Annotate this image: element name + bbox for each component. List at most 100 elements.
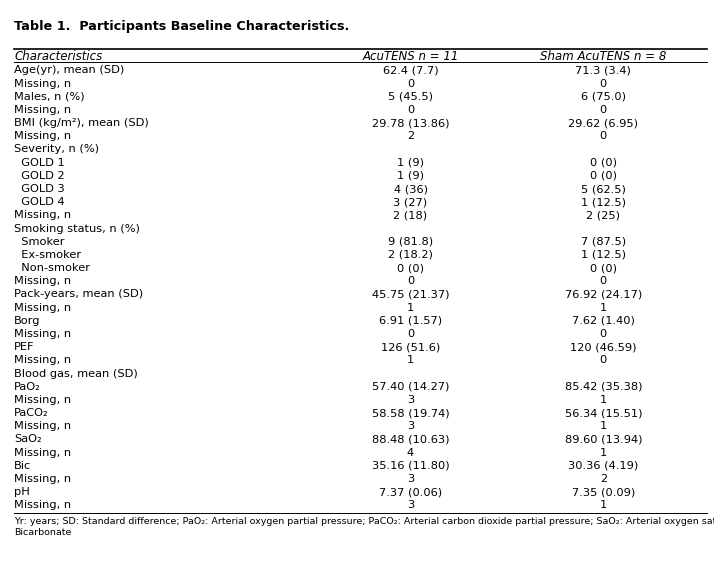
Text: 4 (36): 4 (36) [393, 184, 428, 194]
Text: Bic: Bic [14, 461, 31, 471]
Text: 0: 0 [600, 105, 607, 115]
Text: 76.92 (24.17): 76.92 (24.17) [565, 290, 642, 299]
Text: 1: 1 [600, 303, 607, 313]
Text: 1: 1 [600, 500, 607, 510]
Text: 1: 1 [600, 448, 607, 457]
Text: Missing, n: Missing, n [14, 500, 71, 510]
Text: Age(yr), mean (SD): Age(yr), mean (SD) [14, 65, 124, 75]
Text: 0: 0 [407, 276, 414, 286]
Text: 35.16 (11.80): 35.16 (11.80) [372, 461, 449, 471]
Text: Missing, n: Missing, n [14, 448, 71, 457]
Text: 2 (18.2): 2 (18.2) [388, 250, 433, 260]
Text: 85.42 (35.38): 85.42 (35.38) [565, 382, 642, 391]
Text: Pack-years, mean (SD): Pack-years, mean (SD) [14, 290, 144, 299]
Text: 2: 2 [407, 131, 414, 141]
Text: Smoker: Smoker [14, 237, 65, 247]
Text: 7.35 (0.09): 7.35 (0.09) [572, 487, 635, 497]
Text: 0 (0): 0 (0) [590, 157, 617, 168]
Text: 0: 0 [600, 329, 607, 339]
Text: 5 (62.5): 5 (62.5) [581, 184, 625, 194]
Text: AcuTENS n = 11: AcuTENS n = 11 [363, 50, 458, 63]
Text: PaO₂: PaO₂ [14, 382, 41, 391]
Text: SaO₂: SaO₂ [14, 434, 42, 445]
Text: 2: 2 [600, 474, 607, 484]
Text: 1 (12.5): 1 (12.5) [580, 197, 626, 207]
Text: 45.75 (21.37): 45.75 (21.37) [372, 290, 449, 299]
Text: 3 (27): 3 (27) [393, 197, 428, 207]
Text: Ex-smoker: Ex-smoker [14, 250, 81, 260]
Text: Non-smoker: Non-smoker [14, 263, 90, 273]
Text: 62.4 (7.7): 62.4 (7.7) [383, 65, 438, 75]
Text: BMI (kg/m²), mean (SD): BMI (kg/m²), mean (SD) [14, 118, 149, 128]
Text: Missing, n: Missing, n [14, 79, 71, 89]
Text: 1: 1 [600, 395, 607, 405]
Text: 1: 1 [407, 356, 414, 365]
Text: Missing, n: Missing, n [14, 105, 71, 115]
Text: GOLD 4: GOLD 4 [14, 197, 65, 207]
Text: Missing, n: Missing, n [14, 210, 71, 221]
Text: pH: pH [14, 487, 30, 497]
Text: Missing, n: Missing, n [14, 474, 71, 484]
Text: 9 (81.8): 9 (81.8) [388, 237, 433, 247]
Text: 0: 0 [600, 276, 607, 286]
Text: 0: 0 [600, 79, 607, 89]
Text: Missing, n: Missing, n [14, 276, 71, 286]
Text: 3: 3 [407, 500, 414, 510]
Text: PaCO₂: PaCO₂ [14, 408, 49, 418]
Text: Yr: years; SD: Standard difference; PaO₂: Arterial oxygen partial pressure; PaCO: Yr: years; SD: Standard difference; PaO₂… [14, 517, 714, 537]
Text: Severity, n (%): Severity, n (%) [14, 145, 99, 155]
Text: 29.62 (6.95): 29.62 (6.95) [568, 118, 638, 128]
Text: 1: 1 [407, 303, 414, 313]
Text: 0 (0): 0 (0) [590, 171, 617, 181]
Text: 126 (51.6): 126 (51.6) [381, 342, 440, 352]
Text: GOLD 2: GOLD 2 [14, 171, 65, 181]
Text: 58.58 (19.74): 58.58 (19.74) [372, 408, 449, 418]
Text: 3: 3 [407, 474, 414, 484]
Text: 0: 0 [407, 79, 414, 89]
Text: 30.36 (4.19): 30.36 (4.19) [568, 461, 638, 471]
Text: Missing, n: Missing, n [14, 303, 71, 313]
Text: 0: 0 [407, 105, 414, 115]
Text: Table 1.  Participants Baseline Characteristics.: Table 1. Participants Baseline Character… [14, 20, 350, 33]
Text: 0 (0): 0 (0) [397, 263, 424, 273]
Text: 71.3 (3.4): 71.3 (3.4) [575, 65, 631, 75]
Text: 7.37 (0.06): 7.37 (0.06) [379, 487, 442, 497]
Text: 1 (9): 1 (9) [397, 157, 424, 168]
Text: 89.60 (13.94): 89.60 (13.94) [565, 434, 642, 445]
Text: Missing, n: Missing, n [14, 356, 71, 365]
Text: Smoking status, n (%): Smoking status, n (%) [14, 223, 140, 233]
Text: 88.48 (10.63): 88.48 (10.63) [372, 434, 449, 445]
Text: Males, n (%): Males, n (%) [14, 91, 85, 102]
Text: Missing, n: Missing, n [14, 329, 71, 339]
Text: Missing, n: Missing, n [14, 395, 71, 405]
Text: 0 (0): 0 (0) [590, 263, 617, 273]
Text: 1 (9): 1 (9) [397, 171, 424, 181]
Text: Missing, n: Missing, n [14, 131, 71, 141]
Text: PEF: PEF [14, 342, 35, 352]
Text: 6.91 (1.57): 6.91 (1.57) [379, 316, 442, 326]
Text: 120 (46.59): 120 (46.59) [570, 342, 637, 352]
Text: 29.78 (13.86): 29.78 (13.86) [372, 118, 449, 128]
Text: 0: 0 [407, 329, 414, 339]
Text: GOLD 1: GOLD 1 [14, 157, 65, 168]
Text: 56.34 (15.51): 56.34 (15.51) [565, 408, 642, 418]
Text: 5 (45.5): 5 (45.5) [388, 91, 433, 102]
Text: GOLD 3: GOLD 3 [14, 184, 65, 194]
Text: Borg: Borg [14, 316, 41, 326]
Text: 7 (87.5): 7 (87.5) [580, 237, 626, 247]
Text: Blood gas, mean (SD): Blood gas, mean (SD) [14, 368, 138, 379]
Text: 7.62 (1.40): 7.62 (1.40) [572, 316, 635, 326]
Text: 4: 4 [407, 448, 414, 457]
Text: Sham AcuTENS n = 8: Sham AcuTENS n = 8 [540, 50, 666, 63]
Text: 3: 3 [407, 421, 414, 431]
Text: 1 (12.5): 1 (12.5) [580, 250, 626, 260]
Text: Characteristics: Characteristics [14, 50, 103, 63]
Text: 0: 0 [600, 131, 607, 141]
Text: 0: 0 [600, 356, 607, 365]
Text: 2 (18): 2 (18) [393, 210, 428, 221]
Text: 1: 1 [600, 421, 607, 431]
Text: 2 (25): 2 (25) [586, 210, 620, 221]
Text: 3: 3 [407, 395, 414, 405]
Text: 6 (75.0): 6 (75.0) [580, 91, 626, 102]
Text: Missing, n: Missing, n [14, 421, 71, 431]
